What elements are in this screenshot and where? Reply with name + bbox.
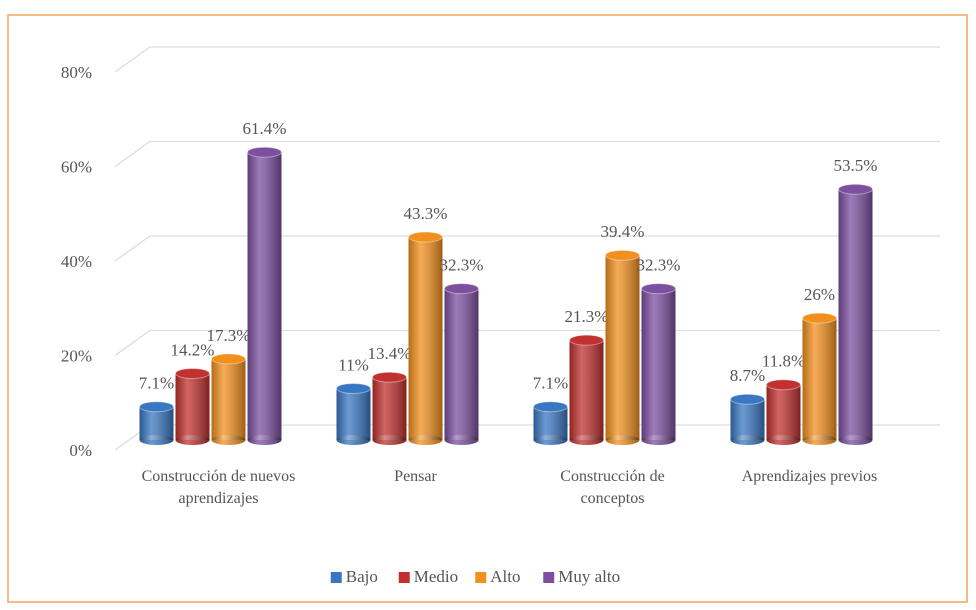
data-label: 13.4% <box>368 344 412 363</box>
bar-top <box>139 401 174 413</box>
bar-top <box>802 312 837 324</box>
grid-line <box>114 46 940 73</box>
bar-shade <box>605 255 640 440</box>
bar-base-shade <box>247 435 282 445</box>
data-label: 26% <box>804 285 835 304</box>
grid-line <box>114 329 940 357</box>
data-label: 53.5% <box>834 156 878 175</box>
bar-base-shade <box>730 435 765 445</box>
bar-top <box>372 371 407 383</box>
bar-shade <box>247 152 282 440</box>
bar-top <box>730 393 765 405</box>
x-tick-label: Construcción de nuevos aprendizajes <box>141 468 296 507</box>
bar-top <box>336 382 371 394</box>
bar-shade <box>802 318 837 440</box>
data-label: 21.3% <box>565 307 609 326</box>
bar-shade <box>139 406 174 440</box>
legend-swatch <box>543 572 555 583</box>
bar-base-shade <box>569 435 604 445</box>
legend-label: Medio <box>414 567 458 586</box>
y-tick-label: 80% <box>61 63 92 82</box>
y-tick-label: 20% <box>61 346 92 365</box>
bar-shade <box>533 406 568 440</box>
grid-line <box>114 235 940 262</box>
y-tick-label: 0% <box>69 441 92 460</box>
bar-top <box>641 283 676 295</box>
bar-shade <box>766 384 801 440</box>
bar-top <box>605 249 640 261</box>
bar-base-shade <box>139 435 174 445</box>
legend-label: Bajo <box>346 567 378 586</box>
legend-swatch <box>475 572 487 583</box>
bar-top <box>175 367 210 379</box>
x-tick-label: Pensar <box>394 468 437 485</box>
data-label: 7.1% <box>139 374 174 393</box>
bar-base-shade <box>802 435 837 445</box>
bar-shade <box>569 340 604 440</box>
bar-top <box>838 183 873 195</box>
data-label: 8.7% <box>730 366 765 385</box>
legend-label: Muy alto <box>558 567 620 586</box>
x-tick-label: Aprendizajes previos <box>741 468 878 485</box>
data-label: 14.2% <box>171 340 215 359</box>
grid-line <box>114 140 940 168</box>
y-tick-label: 60% <box>61 157 92 176</box>
bar-top <box>569 334 604 346</box>
bar-base-shade <box>175 435 210 445</box>
x-tick-label: Construcción de conceptos <box>560 468 665 507</box>
bar-base-shade <box>211 435 246 445</box>
data-label: 17.3% <box>207 326 251 345</box>
y-tick-label: 40% <box>61 252 92 271</box>
data-label: 32.3% <box>440 256 484 275</box>
bar-top <box>211 353 246 365</box>
bar-base-shade <box>533 435 568 445</box>
legend-label: Alto <box>490 567 520 586</box>
data-label: 11% <box>338 355 369 374</box>
bar-top <box>408 231 443 243</box>
bar-top <box>247 146 282 158</box>
bar-shade <box>730 399 765 440</box>
bar-shade <box>408 237 443 440</box>
bar-shade <box>211 358 246 440</box>
data-label: 32.3% <box>637 256 681 275</box>
bar-base-shade <box>336 435 371 445</box>
bar-shade <box>444 288 479 440</box>
chart-border <box>7 14 968 603</box>
bar-base-shade <box>444 435 479 445</box>
bar-base-shade <box>408 435 443 445</box>
bar-base-shade <box>372 435 407 445</box>
bar-shade <box>175 373 210 440</box>
legend-swatch <box>330 572 342 583</box>
bar-top <box>533 401 568 413</box>
bar-shade <box>372 377 407 440</box>
data-label: 43.3% <box>404 204 448 223</box>
data-label: 39.4% <box>601 222 645 241</box>
bar-base-shade <box>641 435 676 445</box>
bar-top <box>444 283 479 295</box>
bar-shade <box>336 388 371 440</box>
bar-base-shade <box>605 435 640 445</box>
bar-top <box>766 379 801 391</box>
legend-swatch <box>398 572 410 583</box>
data-label: 11.8% <box>762 352 805 371</box>
bar-shade <box>641 288 676 440</box>
bar-base-shade <box>838 435 873 445</box>
bar-base-shade <box>766 435 801 445</box>
bar-shade <box>838 189 873 440</box>
data-label: 7.1% <box>533 374 568 393</box>
data-label: 61.4% <box>243 119 287 138</box>
